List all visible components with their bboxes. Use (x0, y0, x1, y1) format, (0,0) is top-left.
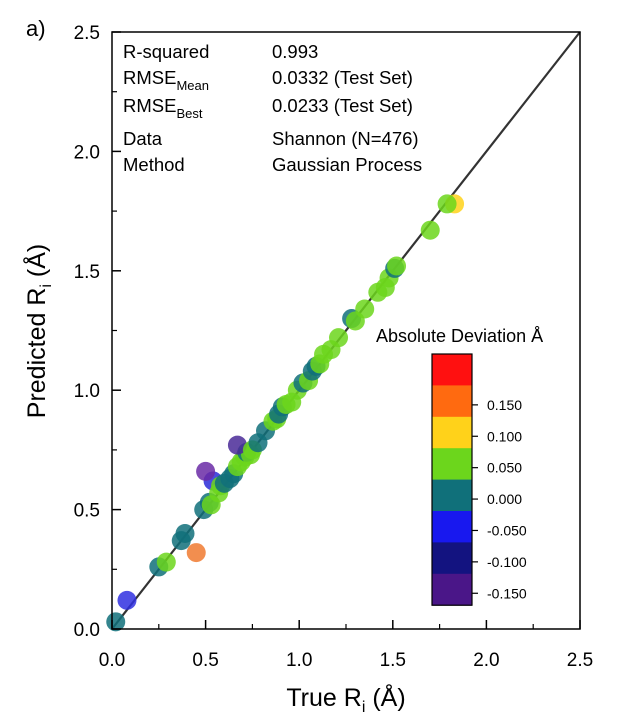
x-tick-label: 1.0 (286, 650, 312, 671)
x-tick-label: 1.5 (380, 650, 406, 671)
data-points (106, 194, 465, 632)
panel-label: a) (26, 16, 46, 41)
colorbar-bin (432, 354, 472, 386)
colorbar-tick-label: 0.100 (487, 428, 522, 444)
info-row-label: RMSEBest (123, 95, 203, 121)
info-row-label: Data (123, 128, 163, 149)
info-row-value: 0.0233 (Test Set) (272, 95, 413, 116)
data-point (156, 552, 176, 572)
info-row-label: Method (123, 154, 185, 175)
data-point (106, 612, 126, 632)
data-point (117, 590, 137, 610)
colorbar: 0.150 0.100 0.050 0.000 -0.050 -0.100 -0.150 (431, 353, 527, 606)
x-tick-label: 2.5 (567, 650, 593, 671)
colorbar-bin (432, 385, 472, 418)
x-tick-label: 0.0 (99, 650, 125, 671)
colorbar-tick-label: 0.050 (487, 460, 522, 476)
data-point (355, 299, 375, 319)
y-axis-title-sub: i (38, 284, 55, 288)
data-point (420, 220, 440, 240)
colorbar-bin (432, 542, 472, 575)
info-row-value: 0.993 (272, 41, 318, 62)
y-axis-ticks: 0.0 0.5 1.0 1.5 2.0 2.5 (74, 23, 121, 641)
x-tick-label: 0.5 (192, 650, 218, 671)
x-axis-title-unit: (Å) (365, 682, 405, 712)
data-point (186, 543, 206, 563)
colorbar-tick-label: 0.150 (487, 397, 522, 413)
y-tick-label: 1.0 (74, 381, 100, 402)
colorbar-tick-label: 0.000 (487, 491, 522, 507)
data-point (387, 256, 407, 276)
x-tick-label: 2.0 (473, 650, 499, 671)
colorbar-frame (431, 353, 473, 606)
colorbar-bin (432, 479, 472, 512)
y-tick-label: 2.5 (74, 23, 100, 44)
y-tick-label: 0.5 (74, 501, 100, 522)
colorbar-tick-label: -0.150 (487, 585, 527, 601)
colorbar-bin (432, 511, 472, 543)
info-row-value: Shannon (N=476) (272, 128, 419, 149)
statistics-info-block: R-squared 0.993 RMSEMean 0.0332 (Test Set) R… (123, 41, 422, 175)
x-axis-title-main: True R (286, 684, 361, 712)
info-row-label: RMSEMean (123, 67, 209, 93)
colorbar-title: Absolute Deviation Å (376, 326, 543, 346)
data-point (329, 328, 349, 348)
colorbar-bin (432, 416, 472, 449)
data-point (437, 194, 457, 214)
info-row-value: Gaussian Process (272, 154, 422, 175)
y-tick-label: 2.0 (74, 142, 100, 163)
info-row-value: 0.0332 (Test Set) (272, 67, 413, 88)
info-row-label: R-squared (123, 41, 209, 62)
y-axis-title-main: Predicted R (23, 288, 51, 419)
data-point (171, 531, 191, 551)
data-point (196, 461, 216, 481)
y-axis-title: Predicted Ri (Å) (21, 244, 55, 418)
colorbar-tick-label: -0.050 (487, 522, 527, 538)
colorbar-bin (432, 573, 472, 606)
data-point (227, 435, 247, 455)
colorbar-bin (432, 448, 472, 481)
y-tick-label: 1.5 (74, 262, 100, 283)
x-axis-title: True Ri (Å) (286, 682, 405, 716)
x-axis-title-sub: i (362, 699, 366, 716)
y-axis-title-unit: (Å) (21, 244, 51, 284)
y-tick-label: 0.0 (74, 620, 100, 641)
x-axis-ticks: 0.0 0.5 1.0 1.5 2.0 2.5 (99, 620, 593, 671)
colorbar-tick-label: -0.100 (487, 554, 527, 570)
